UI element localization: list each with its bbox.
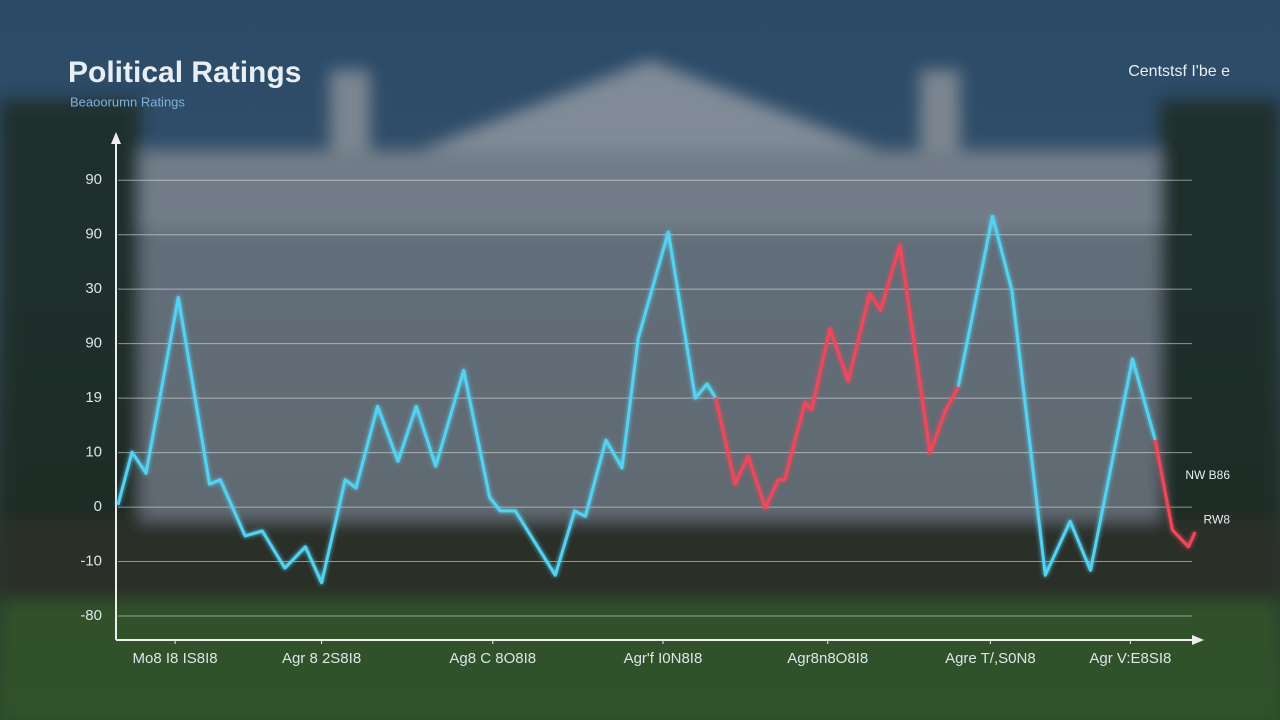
chart-title: Political Ratings: [68, 56, 301, 89]
y-tick-label: 90: [85, 226, 102, 243]
corner-label: Centstsf I'be e: [1128, 63, 1230, 80]
y-tick-label: 90: [85, 171, 102, 188]
y-tick-label: 19: [85, 389, 102, 406]
series-line: [116, 214, 1157, 585]
x-tick-label: Agr 8 2S8I8: [282, 650, 361, 667]
x-tick-label: Agre T/,S0N8: [945, 650, 1036, 667]
y-tick-label: 0: [94, 498, 102, 515]
x-tick-label: Agr V:E8SI8: [1089, 650, 1171, 667]
y-tick-label: 30: [85, 280, 102, 297]
series-label: NW B86: [1185, 468, 1230, 482]
y-tick-label: -10: [80, 553, 102, 570]
series-label: RW8: [1204, 512, 1231, 526]
series-line: [714, 243, 1197, 549]
x-tick-label: Agr8n8O8I8: [787, 650, 868, 667]
x-tick-label: Mo8 I8 IS8I8: [133, 650, 218, 667]
chart-subtitle: Beaoorumn Ratings: [70, 94, 185, 109]
y-axis-arrow: [111, 132, 121, 144]
x-axis-arrow: [1192, 635, 1204, 645]
axes: [111, 132, 1204, 645]
y-tick-label: 90: [85, 335, 102, 352]
y-tick-label: -80: [80, 607, 102, 624]
x-tick-label: Ag8 C 8O8I8: [449, 650, 536, 667]
x-tick-label: Agr'f I0N8I8: [624, 650, 703, 667]
y-tick-label: 10: [85, 444, 102, 461]
